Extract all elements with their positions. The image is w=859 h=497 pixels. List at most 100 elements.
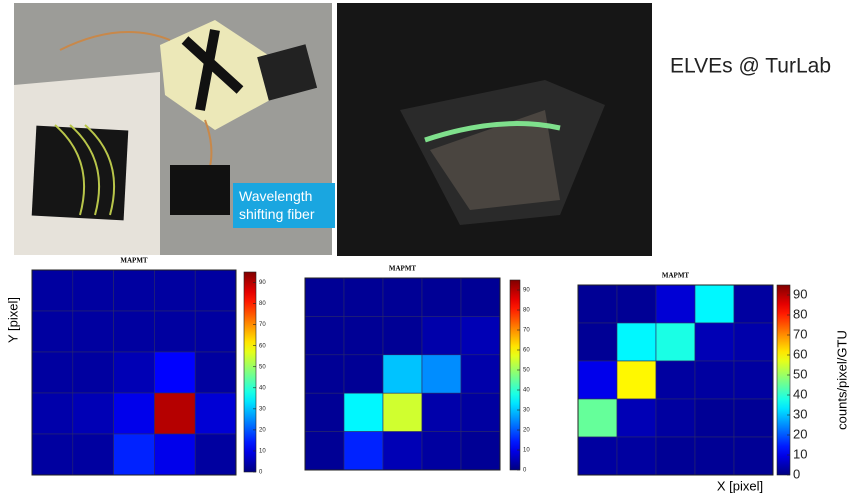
colorbar-tick-label: 20 <box>259 427 266 433</box>
heatmap-cell <box>114 311 155 352</box>
heatmap-cell <box>656 285 695 323</box>
heatmap-cell <box>344 393 383 431</box>
heatmap-cell <box>195 434 236 475</box>
heatmap-cell <box>617 285 656 323</box>
heatmap-cell <box>383 355 422 393</box>
colorbar-tick-label: 50 <box>259 364 266 370</box>
slide-title: ELVEs @ TurLab <box>670 55 831 78</box>
heatmap-cell <box>695 285 734 323</box>
colorbar-tick-label: 10 <box>793 446 807 461</box>
colorbar-tick-label: 60 <box>793 346 807 361</box>
heatmap-cell <box>695 437 734 475</box>
colorbar-tick-label: 70 <box>523 328 530 334</box>
heatmap-cell <box>695 323 734 361</box>
colorbar-tick-label: 20 <box>523 428 530 434</box>
colorbar-tick-label: 40 <box>793 386 807 401</box>
colorbar-tick-label: 10 <box>523 448 530 454</box>
heatmap-cell <box>461 393 500 431</box>
heatmap-cell <box>383 278 422 316</box>
colorbar <box>510 280 520 470</box>
heatmap-cell <box>578 399 617 437</box>
heatmap-cell <box>114 352 155 393</box>
heatmap-cell <box>578 437 617 475</box>
colorbar-tick-label: 70 <box>259 322 266 328</box>
heatmap-cell <box>578 361 617 399</box>
heatmap-cell <box>461 316 500 354</box>
heatmap-cell <box>578 323 617 361</box>
colorbar-tick-label: 80 <box>793 306 807 321</box>
colorbar-tick-label: 90 <box>259 280 266 286</box>
colorbar-tick-label: 0 <box>259 470 263 476</box>
heatmap-cell <box>656 437 695 475</box>
heatmap-cell <box>195 393 236 434</box>
colorbar-tick-label: 50 <box>523 368 530 374</box>
colorbar-tick-label: 60 <box>523 348 530 354</box>
heatmap-cell <box>305 393 344 431</box>
heatmap-cell <box>195 311 236 352</box>
heatmap-cell <box>73 311 114 352</box>
colorbar-tick-label: 40 <box>523 388 530 394</box>
heatmap-cell <box>461 355 500 393</box>
heatmap-cell <box>344 278 383 316</box>
colorbar <box>777 285 790 475</box>
heatmap-cell <box>734 323 773 361</box>
heatmap-cell <box>154 352 195 393</box>
heatmap-cell <box>734 361 773 399</box>
colorbar-tick-label: 0 <box>793 466 800 481</box>
colorbar-tick-label: 80 <box>523 308 530 314</box>
heatmap-cell <box>154 393 195 434</box>
photo-dark <box>337 3 652 256</box>
heatmap-cell <box>617 399 656 437</box>
heatmap-cell <box>195 352 236 393</box>
heatmap-cell <box>73 393 114 434</box>
colorbar-tick-label: 30 <box>259 406 266 412</box>
heatmap-cell <box>656 361 695 399</box>
x-axis-label: X [pixel] <box>717 478 763 493</box>
heatmap-cell <box>734 437 773 475</box>
heatmap-cell <box>305 432 344 470</box>
heatmap-cell <box>32 434 73 475</box>
heatmap-cell <box>734 285 773 323</box>
heatmap-cell <box>344 316 383 354</box>
heatmap-cell <box>154 270 195 311</box>
colorbar <box>244 272 256 472</box>
colorbar-tick-label: 0 <box>523 468 527 474</box>
heatmap-cell <box>73 270 114 311</box>
colorbar-label: counts/pixel/GTU <box>834 330 849 430</box>
heatmap-cell <box>422 316 461 354</box>
colorbar-tick-label: 40 <box>259 385 266 391</box>
colorbar-tick-label: 30 <box>793 406 807 421</box>
photo-label: Wavelength shifting fiber <box>233 183 335 228</box>
colorbar-tick-label: 90 <box>523 288 530 294</box>
heatmap-cell <box>695 399 734 437</box>
colorbar-tick-label: 50 <box>793 366 807 381</box>
heatmap-cell <box>656 323 695 361</box>
heatmap-cell <box>32 311 73 352</box>
colorbar-tick-label: 90 <box>793 286 807 301</box>
chart-title: MAPMT <box>662 272 690 280</box>
heatmap-cell <box>422 393 461 431</box>
heatmap-cell <box>32 352 73 393</box>
heatmap-cell <box>734 399 773 437</box>
heatmap-cell <box>114 393 155 434</box>
heatmap-cell <box>656 399 695 437</box>
colorbar-tick-label: 20 <box>793 426 807 441</box>
canvas: ELVEs @ TurLab MAPMT 0 10 20 30 40 50 60 70 80 90 Y… <box>0 0 859 497</box>
heatmap-cell <box>114 270 155 311</box>
colorbar-tick-label: 10 <box>259 449 266 455</box>
colorbar-tick-label: 70 <box>793 326 807 341</box>
chart-title: MAPMT <box>120 257 148 265</box>
heatmap-cell <box>695 361 734 399</box>
heatmap-cell <box>154 311 195 352</box>
y-axis-label: Y [pixel] <box>5 297 20 343</box>
heatmap-cell <box>617 361 656 399</box>
heatmap-cell <box>617 437 656 475</box>
heatmap-cell <box>195 270 236 311</box>
heatmap-cell <box>422 278 461 316</box>
heatmap-cell <box>617 323 656 361</box>
heatmap-cell <box>578 285 617 323</box>
colorbar-tick-label: 30 <box>523 408 530 414</box>
colorbar-tick-label: 80 <box>259 301 266 307</box>
chart-title: MAPMT <box>389 265 417 273</box>
heatmap-cell <box>73 434 114 475</box>
